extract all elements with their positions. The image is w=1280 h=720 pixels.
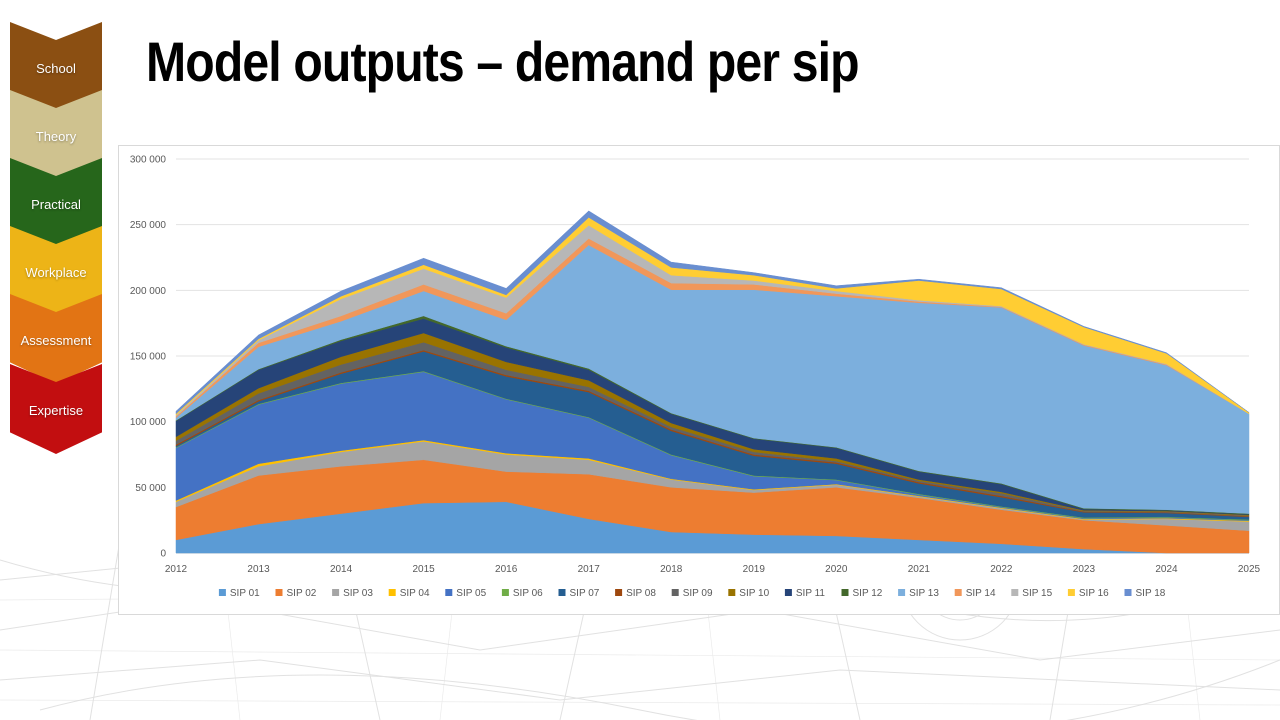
page-title: Model outputs – demand per sip <box>146 30 860 93</box>
y-tick-label: 250 000 <box>130 220 167 231</box>
x-tick-label: 2024 <box>1155 564 1178 575</box>
chart-panel: 0 50 000 100 000 150 000 200 000 250 000 300 0… <box>118 145 1280 615</box>
legend-label: SIP 03 <box>343 588 373 599</box>
x-tick-label: 2018 <box>660 564 683 575</box>
legend-swatch <box>501 589 509 596</box>
y-tick-label: 100 000 <box>130 417 167 428</box>
x-tick-label: 2020 <box>825 564 848 575</box>
legend-label: SIP 09 <box>683 588 713 599</box>
legend-swatch <box>558 589 566 596</box>
legend-swatch <box>841 589 849 596</box>
legend-label: SIP 02 <box>287 588 317 599</box>
legend-label: SIP 01 <box>230 588 260 599</box>
legend-label: SIP 06 <box>513 588 543 599</box>
nav-chevron-label: School <box>36 60 76 76</box>
x-tick-label: 2014 <box>330 564 353 575</box>
legend-swatch <box>332 589 340 596</box>
nav-chevron-label: Assessment <box>20 332 92 348</box>
x-tick-label: 2023 <box>1073 564 1096 575</box>
legend-label: SIP 04 <box>400 588 430 599</box>
legend-label: SIP 07 <box>570 588 600 599</box>
legend-swatch <box>1124 589 1132 596</box>
legend-label: SIP 12 <box>853 588 883 599</box>
x-tick-label: 2022 <box>990 564 1013 575</box>
nav-chevron-label: Theory <box>35 128 77 144</box>
process-chevron-nav: School Theory Practical Workplace Assess… <box>10 22 102 462</box>
legend-swatch <box>728 589 736 596</box>
legend-label: SIP 08 <box>626 588 656 599</box>
nav-chevron-label: Expertise <box>28 402 84 418</box>
y-tick-label: 200 000 <box>130 286 167 297</box>
legend-label: SIP 16 <box>1079 588 1109 599</box>
y-tick-label: 0 <box>160 549 166 560</box>
legend-label: SIP 05 <box>456 588 486 599</box>
legend-swatch <box>1011 589 1019 596</box>
x-tick-label: 2015 <box>412 564 435 575</box>
legend-swatch <box>615 589 623 596</box>
area-series-sip-18 <box>175 210 1250 415</box>
legend-swatch <box>388 589 396 596</box>
legend-swatch <box>275 589 283 596</box>
legend-swatch <box>671 589 679 596</box>
y-tick-label: 300 000 <box>130 155 167 166</box>
legend-swatch <box>445 589 453 596</box>
x-tick-label: 2021 <box>908 564 931 575</box>
legend-swatch <box>784 589 792 596</box>
x-tick-label: 2016 <box>495 564 518 575</box>
x-tick-label: 2012 <box>165 564 188 575</box>
y-tick-label: 150 000 <box>130 352 167 363</box>
x-tick-label: 2019 <box>743 564 766 575</box>
legend-label: SIP 18 <box>1136 588 1166 599</box>
x-tick-label: 2025 <box>1238 564 1261 575</box>
chart-legend: SIP 01 SIP 02 SIP 03 SIP 04 SIP 05 SIP 06 SIP … <box>218 588 1166 599</box>
legend-swatch <box>218 589 226 596</box>
x-tick-label: 2017 <box>578 564 601 575</box>
legend-label: SIP 15 <box>1022 588 1052 599</box>
x-tick-label: 2013 <box>247 564 270 575</box>
nav-chevron-label: Practical <box>31 196 81 212</box>
nav-chevron-label: Workplace <box>25 264 87 280</box>
legend-label: SIP 14 <box>966 588 996 599</box>
legend-label: SIP 13 <box>909 588 939 599</box>
legend-label: SIP 11 <box>796 588 826 599</box>
legend-label: SIP 10 <box>739 588 769 599</box>
y-tick-label: 50 000 <box>135 483 166 494</box>
legend-swatch <box>898 589 906 596</box>
legend-swatch <box>954 589 962 596</box>
stacked-area-chart: 0 50 000 100 000 150 000 200 000 250 000 300 0… <box>130 155 1261 600</box>
legend-swatch <box>1067 589 1075 596</box>
